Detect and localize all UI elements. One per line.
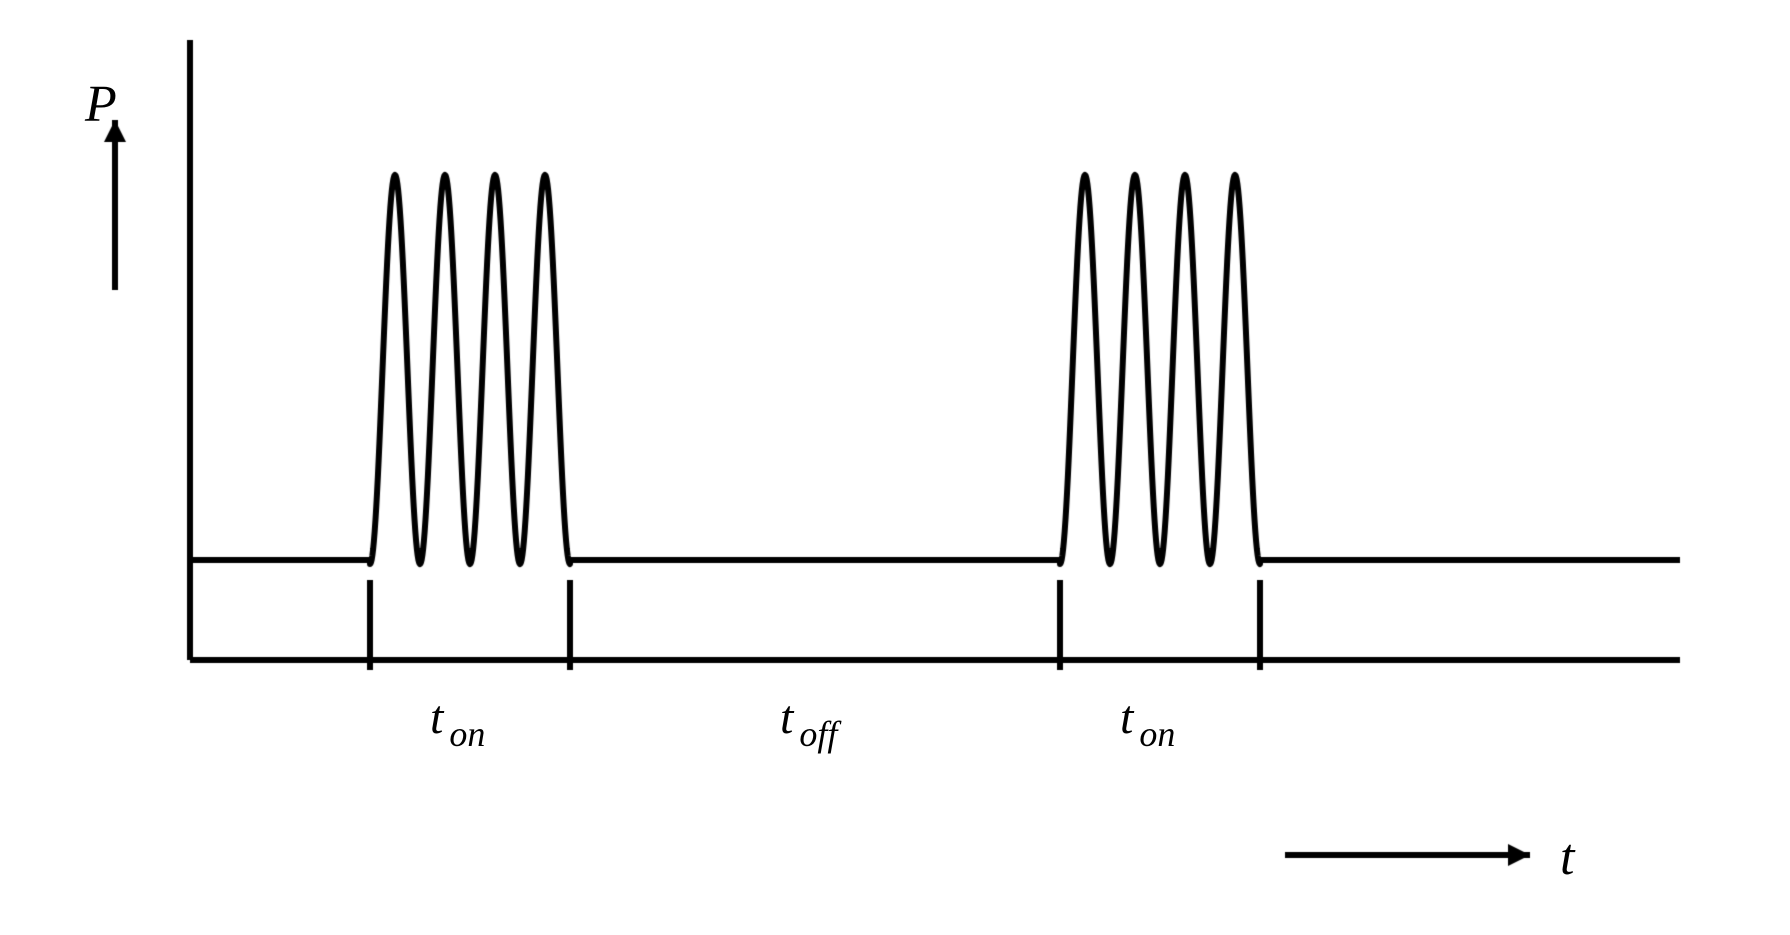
x-axis-label: t (1560, 828, 1574, 887)
label-t-off: toff (780, 690, 837, 745)
y-axis-label: P (85, 75, 117, 134)
diagram-canvas (0, 0, 1790, 935)
label-t-on-1: ton (430, 690, 485, 745)
label-t-on-2: ton (1120, 690, 1175, 745)
